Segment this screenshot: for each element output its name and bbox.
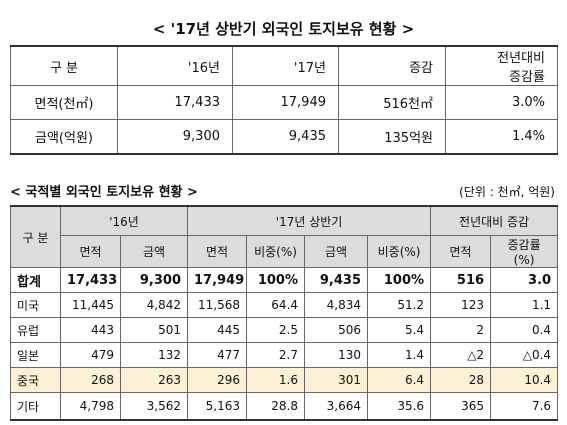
subheader-cell: 면적 <box>430 235 492 268</box>
header-cell: 증감 <box>338 45 446 86</box>
cell: 301 <box>304 367 369 393</box>
subheader-cell: 비중(%) <box>246 235 306 268</box>
header-row: 구 분 '16년 '17년 증감 전년대비 증감률 <box>10 45 558 86</box>
header-row: 면적 금액 면적 비중(%) 금액 비중(%) 면적 증감률 (%) <box>11 235 559 268</box>
cell: 51.2 <box>367 292 432 318</box>
subheader-cell: 면적 <box>187 235 248 268</box>
row-label: 일본 <box>10 342 61 368</box>
subheader-cell: 금액 <box>304 235 369 268</box>
cell: 516천㎡ <box>338 85 446 120</box>
cell: 11,568 <box>187 292 248 318</box>
cell: 2.5 <box>246 317 306 343</box>
cell: △2 <box>430 342 492 368</box>
nationality-table: 구 분 '16년 '17년 상반기 전년대비 증감 면적 금액 면적 비중(%) 금액 비중(%)… <box>10 205 559 421</box>
cell: 365 <box>430 392 492 421</box>
cell: 501 <box>119 317 189 343</box>
cell: 3.0 <box>490 267 559 293</box>
row: 미국 11,445 4,842 11,568 64.4 4,834 51.2 123 1.1 <box>10 292 559 318</box>
header-cell: '16년 <box>59 205 189 236</box>
cell: 17,433 <box>60 267 121 293</box>
cell: 445 <box>187 317 248 343</box>
cell: 2 <box>430 317 492 343</box>
cell: 516 <box>430 267 492 293</box>
cell: 132 <box>119 342 189 368</box>
cell: 11,445 <box>60 292 121 318</box>
cell: 5.4 <box>367 317 432 343</box>
cell: 1.4% <box>445 119 558 155</box>
cell: 17,949 <box>187 267 248 293</box>
header-row: 구 분 '16년 '17년 상반기 전년대비 증감 <box>10 205 559 268</box>
row: 유럽 443 501 445 2.5 506 5.4 2 0.4 <box>10 317 559 343</box>
cell: 268 <box>60 367 121 393</box>
row-label: 기타 <box>10 392 61 421</box>
cell: 100% <box>367 267 432 293</box>
cell: 2.7 <box>246 342 306 368</box>
summary-table: 구 분 '16년 '17년 증감 전년대비 증감률 면적(천㎡) 17,433 17,949 5… <box>10 45 558 155</box>
cell: 5,163 <box>187 392 248 421</box>
row: 기타 4,798 3,562 5,163 28.8 3,664 35.6 365 7.6 <box>10 392 559 421</box>
cell: 35.6 <box>367 392 432 421</box>
cell: 9,435 <box>304 267 369 293</box>
subheader-cell: 증감률 (%) <box>490 235 559 268</box>
cell: 0.4 <box>490 317 559 343</box>
title: < '17년 상반기 외국인 토지보유 현황 > <box>152 20 415 38</box>
cell: 1.4 <box>367 342 432 368</box>
cell: 9,300 <box>119 267 189 293</box>
cell: 28 <box>430 367 492 393</box>
cell: 17,949 <box>232 85 339 120</box>
row-label: 유럽 <box>10 317 61 343</box>
cell: 9,300 <box>117 119 233 155</box>
cell: 1.1 <box>490 292 559 318</box>
cell: 263 <box>119 367 189 393</box>
header-cell: 구 분 <box>10 45 118 86</box>
section-title: < 국적별 외국인 토지보유 현황 > <box>10 185 198 200</box>
cell: 477 <box>187 342 248 368</box>
cell: 17,433 <box>117 85 233 120</box>
cell: 100% <box>246 267 306 293</box>
cell: 10.4 <box>490 367 559 393</box>
header-cell: '17년 <box>232 45 339 86</box>
row-label: 합계 <box>10 267 61 293</box>
cell: 64.4 <box>246 292 306 318</box>
cell: 135억원 <box>338 119 446 155</box>
row-label: 중국 <box>10 367 61 393</box>
cell: 4,834 <box>304 292 369 318</box>
subheader-cell: 비중(%) <box>367 235 432 268</box>
cell: 28.8 <box>246 392 306 421</box>
row-label: 미국 <box>10 292 61 318</box>
cell: 130 <box>304 342 369 368</box>
cell: 3,562 <box>119 392 189 421</box>
cell: 506 <box>304 317 369 343</box>
header-cell: 전년대비 증감률 <box>445 45 558 86</box>
row: 합계 17,433 9,300 17,949 100% 9,435 100% 516 3.0 <box>10 267 559 293</box>
row: 일본 479 132 477 2.7 130 1.4 △2 △0.4 <box>10 342 559 368</box>
header-cell: '16년 <box>117 45 233 86</box>
cell: 4,798 <box>60 392 121 421</box>
cell: 3.0% <box>445 85 558 120</box>
row-label: 금액(억원) <box>10 119 118 155</box>
cell: 3,664 <box>304 392 369 421</box>
header-cell: '17년 상반기 <box>187 205 432 236</box>
subheader-cell: 금액 <box>119 235 189 268</box>
cell: 4,842 <box>119 292 189 318</box>
cell: 479 <box>60 342 121 368</box>
header-cell: 전년대비 증감 <box>430 205 559 236</box>
cell: 9,435 <box>232 119 339 155</box>
cell: 1.6 <box>246 367 306 393</box>
cell: 296 <box>187 367 248 393</box>
row: 중국 268 263 296 1.6 301 6.4 28 10.4 <box>10 367 559 393</box>
unit-note: (단위 : 천㎡, 억원) <box>459 185 555 199</box>
row: 금액(억원) 9,300 9,435 135억원 1.4% <box>10 119 558 155</box>
subheader-cell: 면적 <box>60 235 121 268</box>
cell: 7.6 <box>490 392 559 421</box>
row-label: 면적(천㎡) <box>10 85 118 120</box>
cell: 123 <box>430 292 492 318</box>
cell: 443 <box>60 317 121 343</box>
header-cell: 구 분 <box>10 205 61 268</box>
cell: 6.4 <box>367 367 432 393</box>
row: 면적(천㎡) 17,433 17,949 516천㎡ 3.0% <box>10 85 558 120</box>
cell: △0.4 <box>490 342 559 368</box>
